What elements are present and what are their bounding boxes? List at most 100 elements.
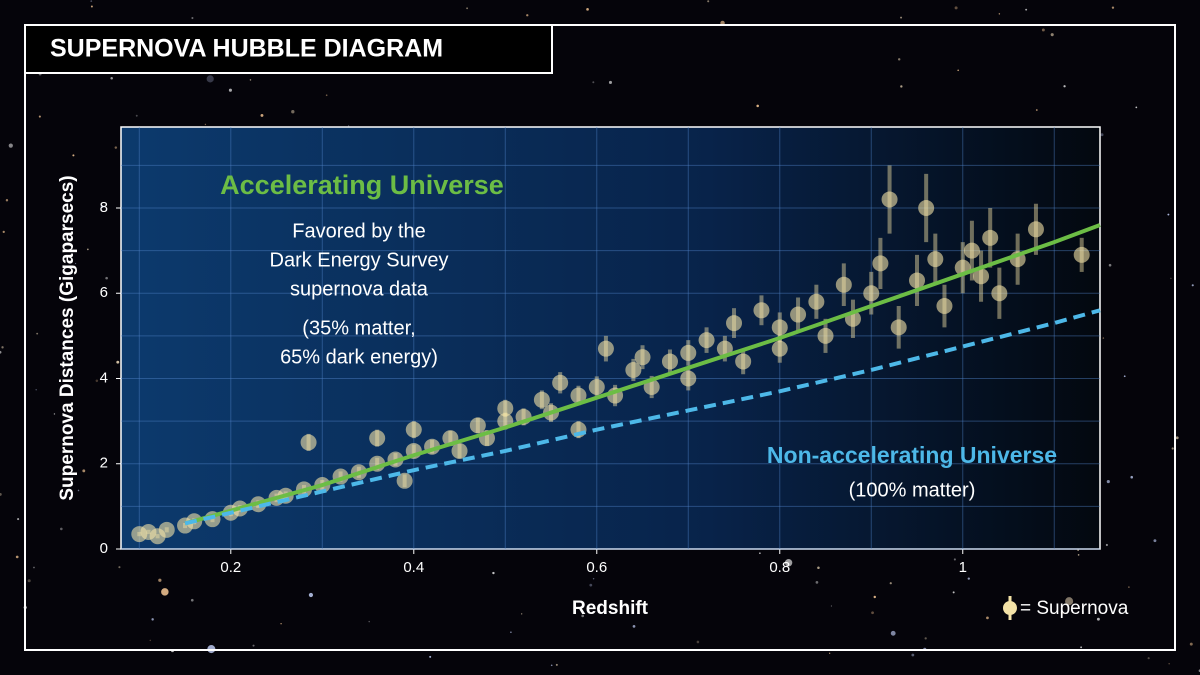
star	[0, 492, 2, 496]
supernova-point	[909, 272, 926, 289]
star	[1171, 447, 1174, 450]
star	[510, 631, 512, 633]
star	[135, 114, 138, 117]
star	[1106, 480, 1110, 484]
supernova-point	[771, 319, 788, 336]
star	[249, 79, 252, 81]
supernova-point	[790, 306, 807, 323]
star	[100, 205, 104, 209]
y-tick-label: 4	[100, 369, 108, 386]
star	[815, 581, 819, 584]
note-line: (100% matter)	[849, 479, 976, 501]
star	[957, 69, 960, 72]
star	[347, 125, 350, 127]
star	[82, 469, 86, 473]
supernova-point	[1027, 221, 1044, 238]
star	[204, 123, 207, 126]
supernova-point	[872, 255, 889, 272]
supernova-point	[405, 421, 422, 438]
star	[0, 350, 2, 354]
x-tick-label: 1	[959, 559, 967, 576]
star	[696, 640, 700, 644]
supernova-point	[158, 521, 175, 538]
star	[2, 230, 5, 233]
star	[1189, 642, 1193, 646]
supernova-point	[918, 199, 935, 216]
star	[890, 630, 896, 636]
supernova-point	[497, 400, 514, 417]
star	[911, 653, 915, 657]
note-line: Dark Energy Survey	[270, 249, 449, 271]
star	[90, 5, 93, 8]
star	[74, 262, 77, 265]
star	[954, 6, 958, 10]
legend-icon-dot	[1003, 601, 1017, 615]
star	[105, 276, 108, 280]
star	[61, 297, 65, 301]
star	[492, 571, 495, 575]
star	[555, 663, 558, 666]
supernova-point	[469, 417, 486, 434]
supernova-point	[808, 293, 825, 310]
star	[291, 110, 295, 114]
nonaccelerating-label: Non-accelerating Universe	[767, 442, 1057, 468]
star	[1096, 617, 1100, 621]
star	[589, 583, 593, 587]
star	[27, 579, 31, 583]
supernova-point	[817, 327, 834, 344]
note-line: 65% dark energy)	[280, 346, 438, 368]
supernova-point	[680, 370, 697, 387]
star	[1167, 213, 1170, 216]
frame	[24, 24, 1176, 651]
y-tick-label: 8	[100, 199, 108, 216]
star	[191, 16, 194, 20]
supernova-point	[634, 349, 651, 366]
star	[15, 555, 19, 559]
supernova-point	[753, 302, 770, 319]
star	[17, 518, 20, 521]
star	[1175, 436, 1179, 440]
note-line: supernova data	[290, 278, 429, 300]
star	[149, 639, 152, 642]
star	[871, 611, 874, 615]
star	[707, 0, 710, 3]
supernova-point	[771, 340, 788, 357]
star	[1063, 85, 1066, 88]
supernova-point	[588, 379, 605, 396]
supernova-point	[680, 344, 697, 361]
star	[325, 94, 328, 97]
star	[1025, 8, 1028, 11]
star	[1077, 554, 1080, 556]
supernova-point	[661, 353, 678, 370]
supernova-point	[533, 391, 550, 408]
star	[1130, 475, 1134, 479]
star	[252, 644, 255, 647]
star	[986, 616, 989, 620]
star	[118, 566, 121, 569]
star	[1153, 539, 1157, 543]
star	[592, 578, 595, 580]
star	[161, 588, 169, 596]
title-box	[24, 24, 553, 74]
star	[228, 88, 232, 92]
star	[1077, 549, 1079, 551]
supernova-point	[936, 298, 953, 315]
star	[53, 413, 56, 415]
plot-area	[120, 126, 1101, 550]
star	[756, 104, 759, 108]
star	[151, 618, 154, 621]
star	[586, 7, 589, 11]
star	[5, 199, 9, 202]
star	[1105, 543, 1108, 547]
star	[592, 81, 595, 84]
y-axis-label: Supernova Distances (Gigaparsecs)	[57, 175, 78, 500]
star	[95, 379, 99, 383]
star	[466, 7, 469, 10]
star	[784, 559, 793, 567]
supernova-point	[698, 332, 715, 349]
supernova-point	[625, 361, 642, 378]
star	[817, 566, 820, 570]
supernova-point	[396, 472, 413, 489]
x-tick-label: 0.4	[403, 559, 424, 576]
